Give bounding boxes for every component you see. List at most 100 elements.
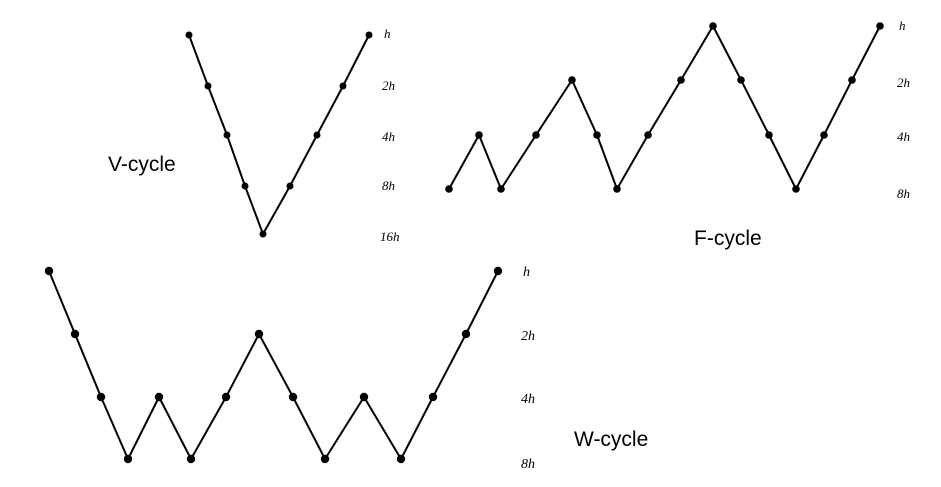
v-cycle-diagram: V-cycle h 2h 4h 8h 16h xyxy=(108,26,400,244)
w-cycle-path xyxy=(44,266,503,464)
w-cycle-edge-0 xyxy=(48,270,76,335)
w-cycle-node-11 xyxy=(396,454,406,464)
w-cycle-edge-7 xyxy=(258,333,294,398)
w-cycle-edge-12 xyxy=(432,333,467,398)
f-cycle-edge-1 xyxy=(478,134,502,190)
w-cycle-edge-3 xyxy=(127,396,160,460)
w-cycle-node-13 xyxy=(461,329,471,339)
v-cycle-node-6 xyxy=(313,131,321,139)
v-level-label-16h: 16h xyxy=(380,229,400,244)
f-cycle-node-6 xyxy=(613,185,621,193)
f-cycle-node-15 xyxy=(876,22,884,30)
w-cycle-edge-13 xyxy=(465,270,499,335)
f-cycle-edge-14 xyxy=(851,25,881,81)
v-level-label-h: h xyxy=(384,26,391,41)
f-cycle-edge-13 xyxy=(823,79,853,136)
v-cycle-node-8 xyxy=(365,31,373,39)
f-cycle-node-3 xyxy=(532,131,540,139)
f-cycle-node-5 xyxy=(593,131,601,139)
v-cycle-node-3 xyxy=(241,182,249,190)
f-cycle-node-9 xyxy=(709,22,717,30)
w-cycle-edge-4 xyxy=(158,396,192,460)
v-level-label-4h: 4h xyxy=(382,129,395,144)
f-level-label-4h: 4h xyxy=(897,129,910,144)
w-cycle-node-1 xyxy=(70,329,80,339)
w-level-label-4h: 4h xyxy=(521,392,535,407)
f-cycle-node-11 xyxy=(765,131,773,139)
f-cycle-node-14 xyxy=(848,76,856,84)
w-cycle-diagram: W-cycle h 2h 4h 8h xyxy=(44,265,648,472)
w-cycle-edge-5 xyxy=(190,396,227,460)
f-cycle-node-0 xyxy=(445,185,453,193)
f-cycle-edge-9 xyxy=(712,25,742,81)
f-cycle-node-4 xyxy=(568,76,576,84)
w-cycle-level-labels: h 2h 4h 8h xyxy=(521,265,535,472)
w-cycle-node-4 xyxy=(154,392,164,402)
v-cycle-edge-5 xyxy=(289,134,318,187)
f-level-label-h: h xyxy=(899,18,906,33)
w-level-label-2h: 2h xyxy=(521,329,535,344)
v-level-label-8h: 8h xyxy=(382,178,395,193)
f-cycle-node-12 xyxy=(792,185,800,193)
w-cycle-node-10 xyxy=(359,392,369,402)
v-cycle-node-0 xyxy=(185,31,193,39)
w-cycle-node-8 xyxy=(288,392,298,402)
f-cycle-node-10 xyxy=(737,76,745,84)
w-cycle-edge-1 xyxy=(74,333,102,398)
f-cycle-diagram: F-cycle h 2h 4h 8h xyxy=(445,18,910,250)
f-cycle-title: F-cycle xyxy=(694,227,762,250)
f-cycle-edge-7 xyxy=(647,79,682,136)
f-cycle-edge-8 xyxy=(680,25,714,81)
v-cycle-edge-0 xyxy=(188,34,209,87)
w-cycle-edge-9 xyxy=(324,396,365,460)
f-cycle-edge-0 xyxy=(448,134,480,190)
v-cycle-path xyxy=(185,31,373,238)
f-cycle-edge-5 xyxy=(596,134,618,190)
w-cycle-node-7 xyxy=(254,329,264,339)
w-cycle-edge-11 xyxy=(400,396,434,460)
v-cycle-node-2 xyxy=(223,131,231,139)
w-cycle-edge-8 xyxy=(292,396,326,460)
v-level-label-2h: 2h xyxy=(382,78,395,93)
f-cycle-edge-2 xyxy=(500,134,537,190)
v-cycle-edge-4 xyxy=(262,185,291,235)
f-cycle-edge-6 xyxy=(616,134,649,190)
f-cycle-edge-10 xyxy=(740,79,770,136)
f-cycle-edge-4 xyxy=(571,79,598,136)
w-level-label-8h: 8h xyxy=(521,457,535,472)
w-cycle-node-9 xyxy=(320,454,330,464)
v-cycle-edge-2 xyxy=(226,134,246,187)
f-level-label-2h: 2h xyxy=(897,75,910,90)
f-cycle-edge-12 xyxy=(795,134,825,190)
f-cycle-level-labels: h 2h 4h 8h xyxy=(897,18,910,201)
w-cycle-node-2 xyxy=(96,392,106,402)
v-cycle-edge-6 xyxy=(316,85,344,136)
v-cycle-edge-3 xyxy=(244,185,264,235)
w-cycle-node-3 xyxy=(123,454,133,464)
f-level-label-8h: 8h xyxy=(897,186,910,201)
w-level-label-h: h xyxy=(523,265,530,280)
v-cycle-node-4 xyxy=(259,230,267,238)
f-cycle-edge-11 xyxy=(768,134,797,190)
v-cycle-node-7 xyxy=(339,82,347,90)
f-cycle-node-2 xyxy=(497,185,505,193)
w-cycle-title: W-cycle xyxy=(574,428,648,451)
f-cycle-node-7 xyxy=(644,131,652,139)
w-cycle-edge-10 xyxy=(363,396,402,460)
w-cycle-node-6 xyxy=(221,392,231,402)
f-cycle-node-13 xyxy=(820,131,828,139)
v-cycle-edge-1 xyxy=(207,85,228,136)
w-cycle-node-14 xyxy=(493,266,503,276)
v-cycle-node-1 xyxy=(204,82,212,90)
f-cycle-edge-3 xyxy=(535,79,573,136)
w-cycle-node-0 xyxy=(44,266,54,276)
w-cycle-edge-2 xyxy=(100,396,129,460)
f-cycle-node-1 xyxy=(475,131,483,139)
f-cycle-path xyxy=(445,22,884,193)
v-cycle-level-labels: h 2h 4h 8h 16h xyxy=(380,26,400,244)
v-cycle-node-5 xyxy=(286,182,294,190)
w-cycle-node-5 xyxy=(186,454,196,464)
w-cycle-node-12 xyxy=(428,392,438,402)
v-cycle-edge-7 xyxy=(342,34,370,87)
